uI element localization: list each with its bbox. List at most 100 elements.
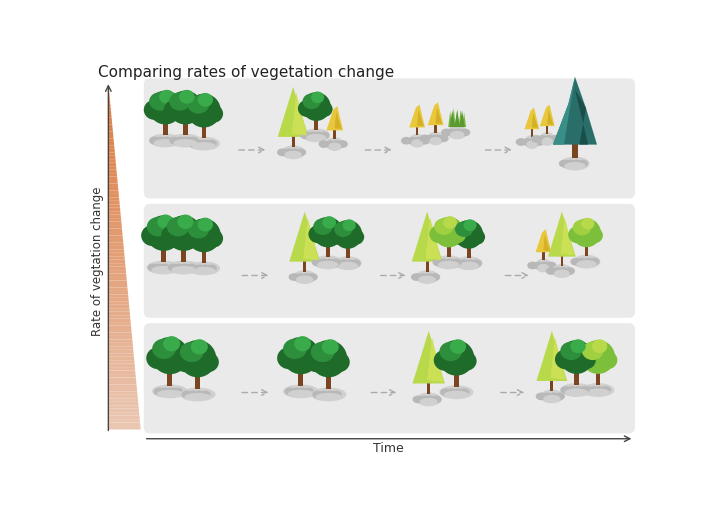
Ellipse shape: [576, 258, 587, 266]
Ellipse shape: [167, 261, 201, 274]
Ellipse shape: [295, 273, 305, 281]
Polygon shape: [417, 110, 424, 126]
Ellipse shape: [168, 137, 179, 144]
Ellipse shape: [413, 137, 424, 144]
Ellipse shape: [198, 93, 213, 106]
Polygon shape: [548, 211, 576, 257]
Ellipse shape: [581, 340, 615, 374]
Ellipse shape: [541, 137, 553, 145]
Ellipse shape: [429, 273, 440, 281]
Ellipse shape: [307, 273, 318, 281]
Ellipse shape: [554, 269, 569, 277]
Ellipse shape: [151, 337, 189, 374]
Bar: [551, 377, 554, 391]
Ellipse shape: [331, 391, 342, 398]
Ellipse shape: [459, 260, 470, 267]
Ellipse shape: [471, 260, 482, 267]
Ellipse shape: [540, 132, 555, 146]
Polygon shape: [108, 388, 137, 391]
Ellipse shape: [552, 267, 563, 275]
Ellipse shape: [163, 336, 180, 351]
Ellipse shape: [431, 396, 442, 403]
Ellipse shape: [576, 260, 597, 268]
Ellipse shape: [160, 388, 171, 395]
Ellipse shape: [197, 352, 219, 372]
Ellipse shape: [182, 103, 204, 123]
Ellipse shape: [438, 135, 449, 142]
Ellipse shape: [465, 260, 475, 267]
Polygon shape: [536, 229, 551, 252]
Ellipse shape: [182, 228, 204, 248]
Ellipse shape: [169, 349, 191, 369]
Polygon shape: [459, 110, 462, 127]
Ellipse shape: [338, 262, 358, 269]
Ellipse shape: [565, 389, 589, 396]
Polygon shape: [108, 336, 133, 339]
Polygon shape: [108, 152, 115, 156]
Ellipse shape: [581, 383, 614, 397]
Ellipse shape: [587, 389, 610, 396]
Ellipse shape: [524, 135, 540, 149]
Ellipse shape: [564, 267, 575, 275]
Ellipse shape: [441, 129, 452, 136]
Bar: [346, 243, 350, 258]
Ellipse shape: [429, 137, 442, 144]
Ellipse shape: [148, 91, 182, 124]
Text: Rate of vegtation change: Rate of vegtation change: [91, 187, 104, 336]
Ellipse shape: [188, 137, 220, 151]
Polygon shape: [108, 281, 127, 284]
Bar: [326, 242, 330, 257]
Bar: [326, 370, 331, 389]
Ellipse shape: [185, 393, 211, 400]
Ellipse shape: [350, 260, 361, 267]
Ellipse shape: [332, 260, 343, 267]
Ellipse shape: [427, 132, 444, 145]
Bar: [454, 369, 459, 387]
Ellipse shape: [146, 216, 181, 251]
Polygon shape: [303, 218, 318, 260]
Bar: [426, 258, 429, 272]
Ellipse shape: [330, 259, 341, 266]
Ellipse shape: [594, 386, 605, 394]
Ellipse shape: [313, 255, 343, 269]
Polygon shape: [452, 108, 456, 127]
Ellipse shape: [188, 137, 199, 144]
Polygon shape: [108, 107, 111, 111]
Ellipse shape: [343, 219, 356, 231]
Polygon shape: [108, 169, 117, 173]
Polygon shape: [108, 360, 135, 364]
Polygon shape: [108, 249, 124, 253]
Polygon shape: [108, 339, 133, 343]
Ellipse shape: [180, 342, 204, 362]
Ellipse shape: [166, 388, 177, 395]
Ellipse shape: [570, 339, 586, 353]
Ellipse shape: [468, 229, 485, 245]
Ellipse shape: [303, 129, 330, 142]
Polygon shape: [108, 329, 132, 332]
Ellipse shape: [325, 140, 336, 148]
Ellipse shape: [308, 225, 328, 243]
Polygon shape: [280, 95, 292, 135]
Polygon shape: [108, 163, 116, 166]
Polygon shape: [108, 149, 115, 152]
Ellipse shape: [187, 219, 221, 252]
Ellipse shape: [192, 142, 216, 150]
Ellipse shape: [561, 386, 571, 394]
Bar: [546, 124, 549, 134]
Polygon shape: [543, 234, 550, 251]
Polygon shape: [108, 284, 128, 287]
Polygon shape: [108, 90, 109, 93]
Ellipse shape: [581, 218, 594, 229]
Polygon shape: [108, 308, 130, 312]
Polygon shape: [108, 426, 141, 430]
Ellipse shape: [338, 260, 348, 267]
Bar: [292, 133, 295, 147]
Bar: [416, 125, 419, 135]
Polygon shape: [108, 111, 111, 114]
Polygon shape: [108, 208, 120, 211]
Polygon shape: [108, 173, 117, 177]
Polygon shape: [536, 331, 567, 381]
Ellipse shape: [187, 94, 221, 127]
Text: Time: Time: [374, 442, 404, 455]
Ellipse shape: [546, 262, 556, 269]
